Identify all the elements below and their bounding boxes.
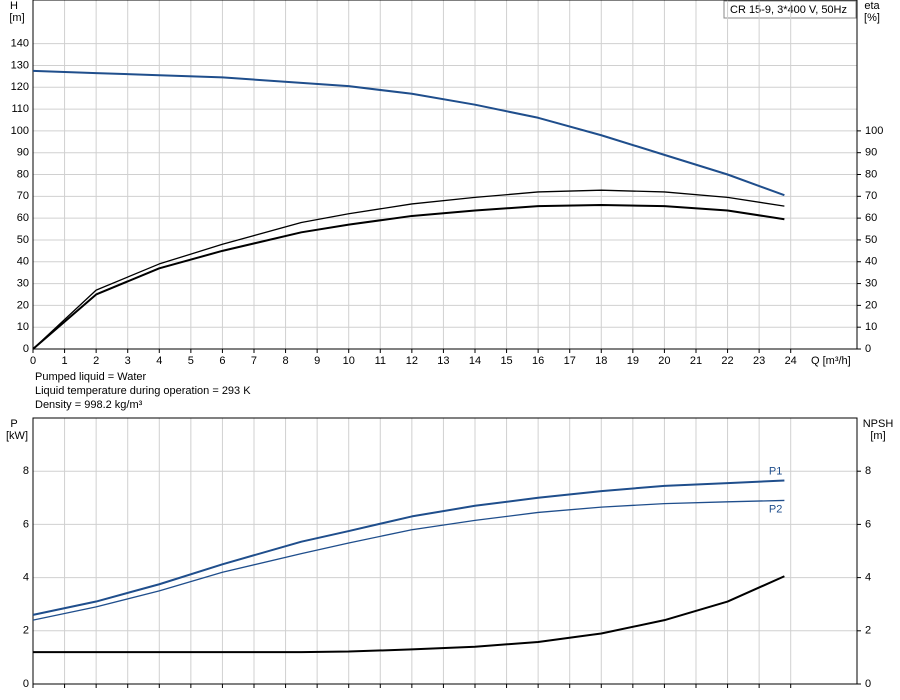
x-tick-label: 23 [753, 355, 765, 367]
y-axis-label: H [10, 0, 18, 12]
series-line [33, 575, 785, 654]
plot-frame [32, 0, 858, 350]
x-tick-label: 10 [343, 355, 355, 367]
y-axis-unit: [m] [9, 12, 24, 24]
y2-tick-label: 20 [865, 299, 877, 311]
y-tick-label: 0 [23, 343, 29, 355]
x-tick-label: 15 [500, 355, 512, 367]
y-tick-label: 40 [17, 256, 29, 268]
y2-tick-label: 100 [865, 125, 883, 137]
note: Pumped liquid = Water [35, 371, 147, 383]
y2-tick-label: 0 [865, 678, 871, 690]
y-tick-label: 140 [11, 38, 29, 50]
y-tick-label: 60 [17, 212, 29, 224]
series-label: P2 [769, 503, 782, 515]
y2-tick-label: 70 [865, 190, 877, 202]
note: Density = 998.2 kg/m³ [35, 399, 143, 411]
x-tick-label: 17 [564, 355, 576, 367]
y2-tick-label: 60 [865, 212, 877, 224]
y2-tick-label: 4 [865, 572, 871, 584]
plot-frame [32, 417, 858, 685]
y-tick-label: 20 [17, 299, 29, 311]
note: Liquid temperature during operation = 29… [35, 385, 251, 397]
x-tick-label: 12 [406, 355, 418, 367]
series-line [32, 189, 785, 350]
y-axis-label: P [10, 418, 17, 430]
x-tick-label: 11 [375, 355, 386, 367]
x-tick-label: 5 [188, 355, 194, 367]
y2-tick-label: 2 [865, 625, 871, 637]
y-tick-label: 0 [23, 678, 29, 690]
series-label: P1 [769, 465, 782, 477]
y2-tick-label: 30 [865, 277, 877, 289]
x-tick-label: 7 [251, 355, 257, 367]
series-line [32, 479, 785, 616]
x-tick-label: 9 [314, 355, 320, 367]
x-tick-label: 20 [658, 355, 670, 367]
y2-tick-label: 90 [865, 147, 877, 159]
x-tick-label: 16 [532, 355, 544, 367]
y-tick-label: 6 [23, 518, 29, 530]
x-tick-label: 24 [785, 355, 797, 367]
y-tick-label: 100 [11, 125, 29, 137]
y-tick-label: 70 [17, 190, 29, 202]
y-tick-label: 80 [17, 168, 29, 180]
x-tick-label: 19 [627, 355, 639, 367]
x-tick-label: 14 [469, 355, 481, 367]
y-tick-label: 130 [11, 59, 29, 71]
x-tick-label: 3 [125, 355, 131, 367]
series-line [32, 204, 785, 350]
x-axis-label: Q [m³/h] [811, 355, 851, 367]
y-tick-label: 30 [17, 277, 29, 289]
y-tick-label: 120 [11, 81, 29, 93]
y-tick-label: 50 [17, 234, 29, 246]
y2-tick-label: 10 [865, 321, 877, 333]
x-tick-label: 13 [437, 355, 449, 367]
y-tick-label: 90 [17, 147, 29, 159]
x-tick-label: 18 [595, 355, 607, 367]
chart-title: CR 15-9, 3*400 V, 50Hz [730, 4, 847, 16]
y2-axis-unit: [%] [864, 12, 880, 24]
x-tick-label: 2 [93, 355, 99, 367]
y2-axis-label: eta [864, 0, 880, 12]
series-line [32, 69, 785, 197]
y-tick-label: 110 [11, 103, 29, 115]
y2-tick-label: 80 [865, 168, 877, 180]
series-line [32, 499, 785, 621]
y2-tick-label: 0 [865, 343, 871, 355]
y2-tick-label: 40 [865, 256, 877, 268]
title-box [723, 0, 857, 19]
y-tick-label: 10 [17, 321, 29, 333]
x-tick-label: 4 [156, 355, 162, 367]
x-tick-label: 6 [219, 355, 225, 367]
y2-axis-label: NPSH [863, 418, 894, 430]
y-tick-label: 4 [23, 572, 29, 584]
x-tick-label: 1 [62, 355, 68, 367]
y2-axis-unit: [m] [870, 430, 885, 442]
x-tick-label: 0 [30, 355, 36, 367]
y2-tick-label: 50 [865, 234, 877, 246]
y-axis-unit: [kW] [6, 430, 28, 442]
y2-tick-label: 6 [865, 518, 871, 530]
y-tick-label: 8 [23, 465, 29, 477]
y-tick-label: 2 [23, 625, 29, 637]
x-tick-label: 22 [721, 355, 733, 367]
x-tick-label: 21 [690, 355, 702, 367]
y2-tick-label: 8 [865, 465, 871, 477]
x-tick-label: 8 [283, 355, 289, 367]
